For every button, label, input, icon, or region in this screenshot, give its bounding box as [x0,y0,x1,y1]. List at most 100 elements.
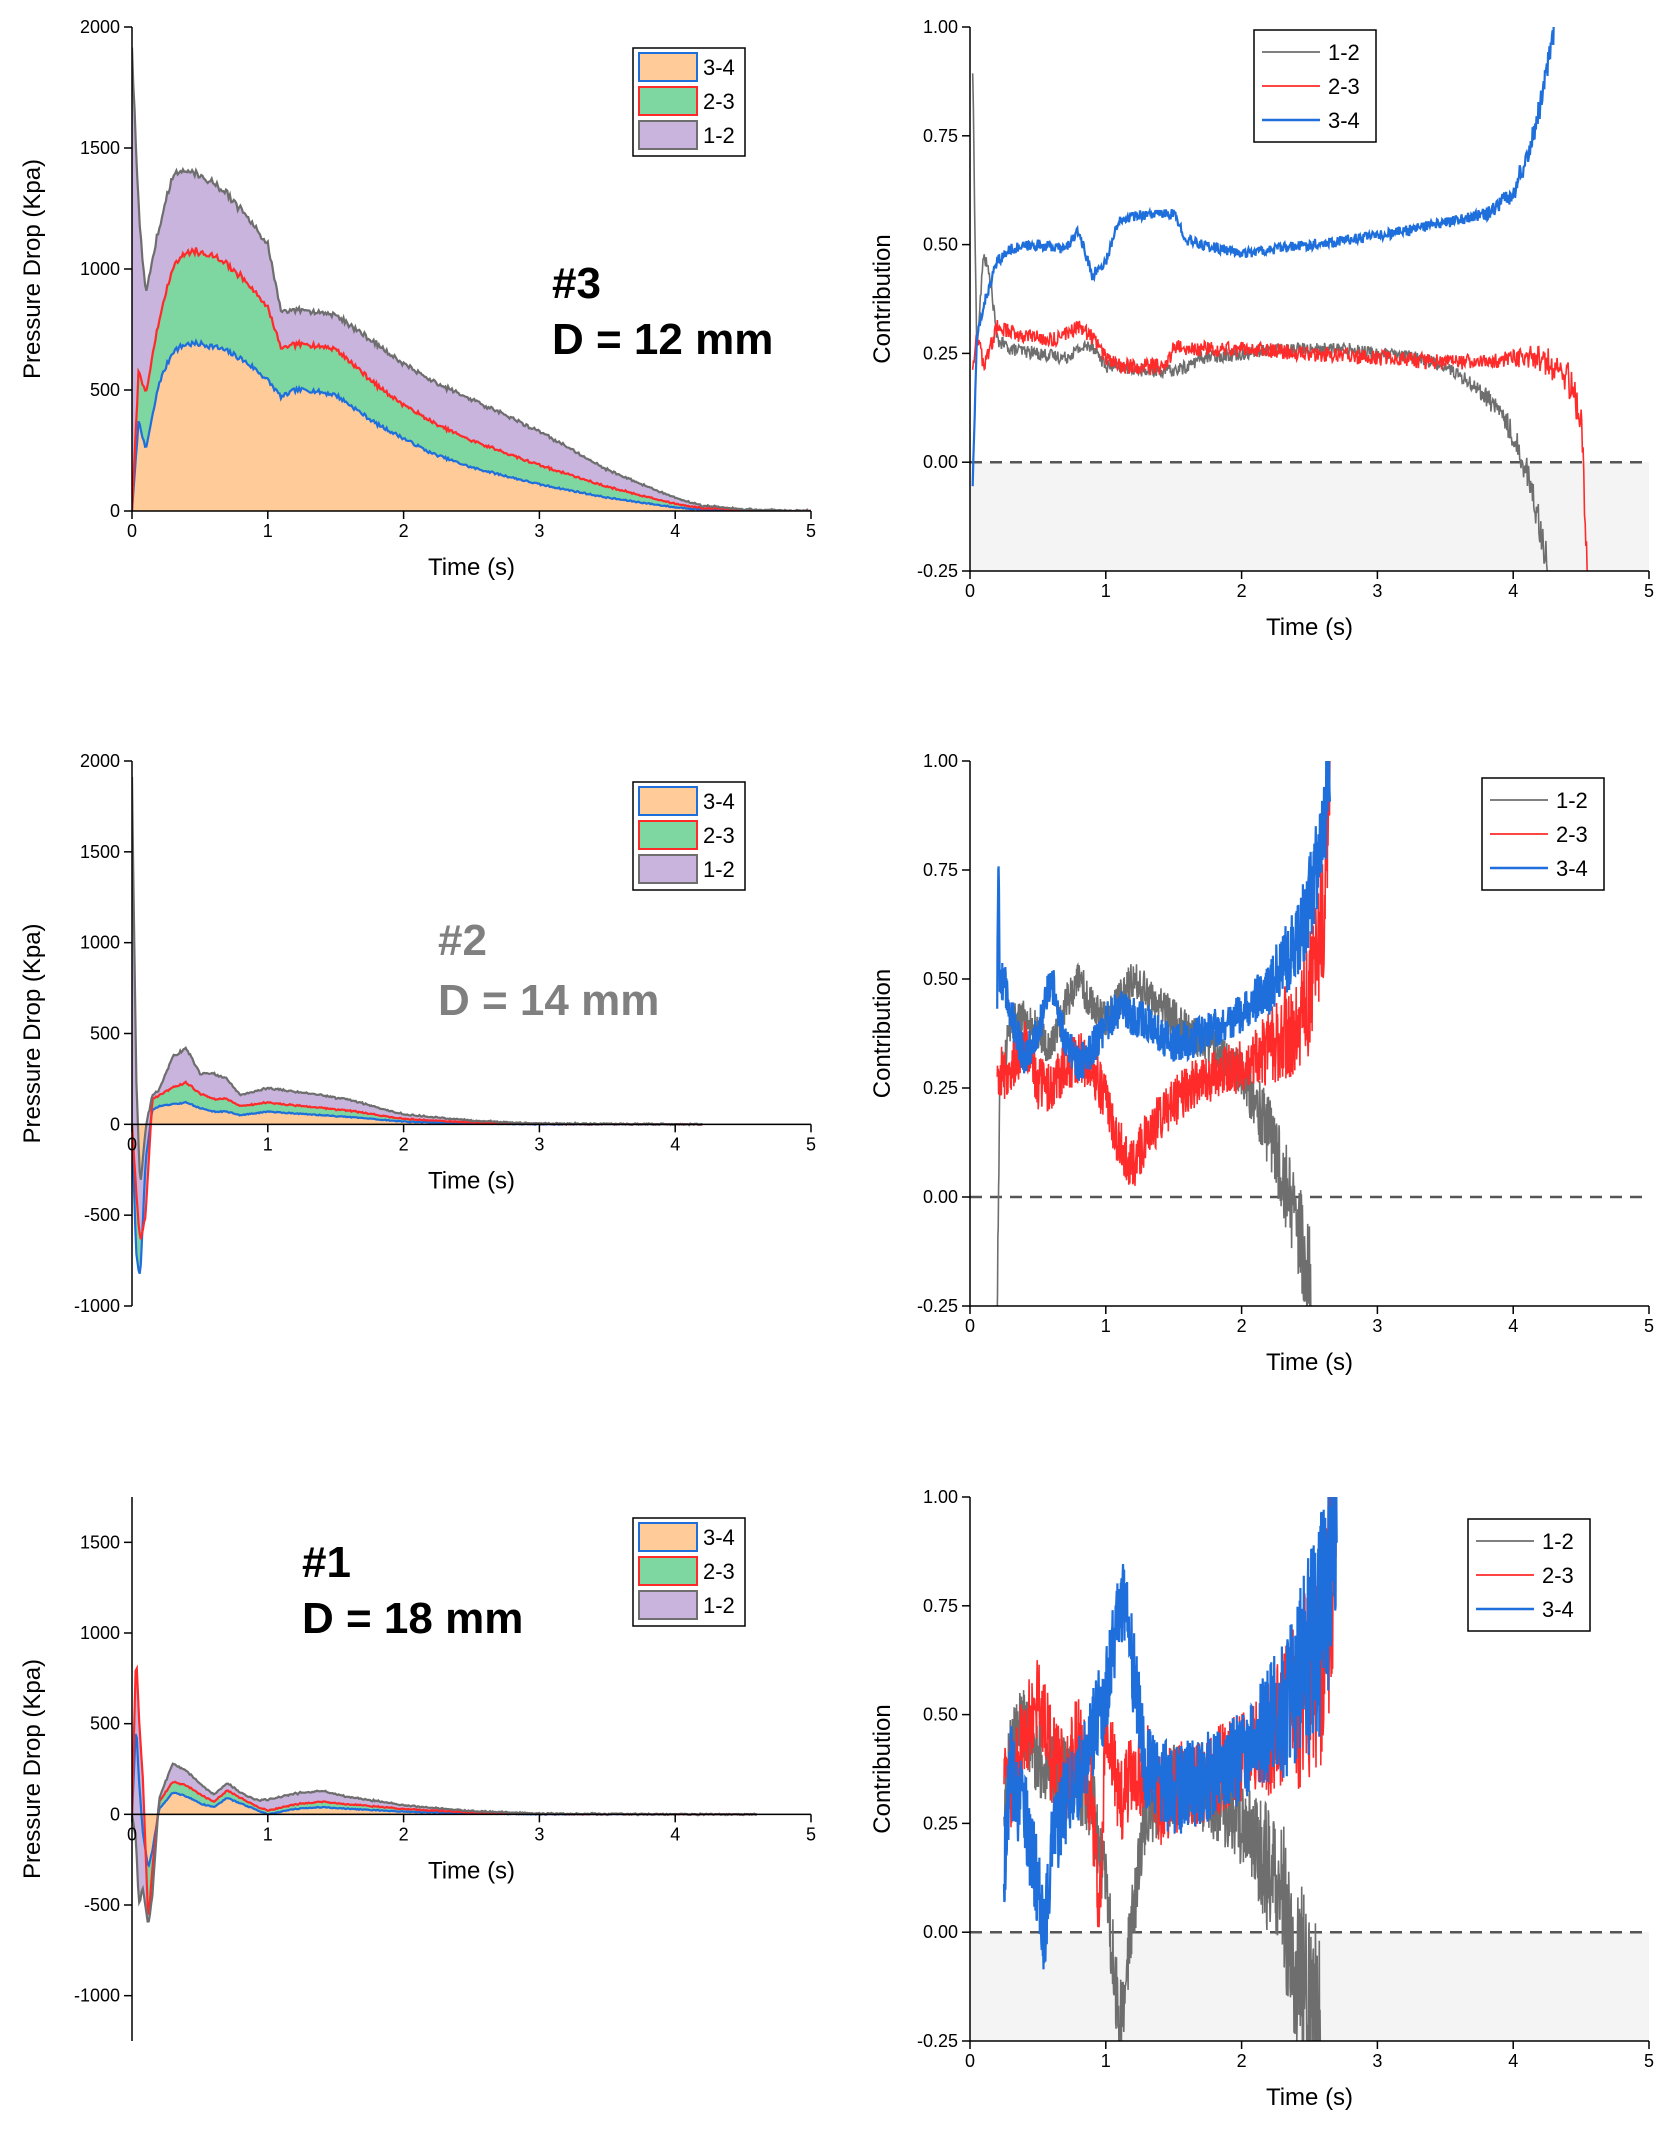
p3-pressure-y-tick-label: 1000 [80,259,120,279]
p2-pressure-x-axis-label: Time (s) [428,1167,515,1194]
p2-contribution-y-tick-label: -0.25 [917,1296,958,1316]
p3-contribution-legend-label: 2-3 [1328,74,1360,99]
p3-pressure-legend-swatch-2-3 [638,86,698,116]
p2-contribution-plot-area [970,761,1649,1306]
p1-contribution-y-tick-label: 0.75 [923,1596,958,1616]
p2-pressure-y-axis-label: Pressure Drop (Kpa) [19,923,46,1143]
p3-pressure-legend: 3-4 2-3 1-2 [632,47,746,157]
p1-contribution-legend: 1-2 2-3 3-4 [1467,1518,1591,1632]
p2-pressure-line-1-2 [132,776,703,1180]
p3-contribution-y-tick-label: 1.00 [923,17,958,37]
p2-contribution-x-tick-label: 0 [965,1316,975,1336]
p2-contribution-x-tick-label: 1 [1101,1316,1111,1336]
p2-contribution-series-2-3 [996,761,1331,1186]
p2-contribution-x-tick-label: 4 [1508,1316,1518,1336]
p2-contribution-y-tick-label: 0.50 [923,969,958,989]
p1-contribution-x-tick-label: 4 [1508,2051,1518,2071]
p1-pressure-y-tick-label: -500 [84,1895,120,1915]
p1-pressure-x-axis-label: Time (s) [428,1857,515,1884]
p3-pressure-area-1-2 [132,47,811,511]
p3-contribution-y-tick-label: 0.25 [923,343,958,363]
p2-pressure-legend-swatch-1-2 [638,854,698,884]
p3-pressure-annotation-line-1: #3 [552,259,601,308]
p3-contribution-x-tick-label: 4 [1508,581,1518,601]
p3-pressure-y-tick-label: 2000 [80,17,120,37]
p2-pressure-annotation-line-2: D = 14 mm [438,976,659,1025]
p3-pressure-legend-label: 3-4 [703,55,735,80]
p3-contribution-series-1-2 [971,73,1548,571]
p2-pressure-annotation-line-1: #2 [438,916,487,965]
p2-contribution-y-tick-label: 1.00 [923,751,958,771]
p1-pressure-x-tick-label: 2 [399,1824,409,1844]
p1-pressure-annotation-line-1: #1 [302,1538,351,1587]
p3-contribution-series-3-4 [971,27,1555,487]
p1-pressure-y-tick-label: 1000 [80,1623,120,1643]
p2-contribution-x-tick-label: 3 [1372,1316,1382,1336]
p1-contribution-y-tick-label: -0.25 [917,2031,958,2051]
p1-contribution-y-tick-label: 0.00 [923,1922,958,1942]
p3-pressure-chart: 0 1 2 3 4 5 0 500 1000 1500 2000 Time (s) Pressure D… [19,17,816,581]
p2-pressure-area-2-3 [132,1081,703,1274]
p2-contribution-series-3-4 [996,761,1331,1081]
p2-contribution-series-1-2 [996,961,1312,1306]
p3-pressure-x-tick-label: 3 [534,521,544,541]
p2-pressure-legend: 3-4 2-3 1-2 [632,781,746,891]
p1-pressure-legend-swatch-2-3 [638,1556,698,1586]
p2-pressure-x-tick-label: 2 [399,1134,409,1154]
p1-contribution-x-tick-label: 5 [1644,2051,1654,2071]
p3-contribution-y-axis-label: Contribution [869,234,896,363]
p2-contribution-x-tick-label: 2 [1237,1316,1247,1336]
p2-pressure-legend-label: 2-3 [703,823,735,848]
p1-pressure-x-tick-label: 5 [806,1824,816,1844]
p2-pressure-y-tick-label: 1000 [80,933,120,953]
p2-pressure-y-tick-label: 2000 [80,751,120,771]
p3-pressure-legend-label: 2-3 [703,89,735,114]
p2-contribution-y-tick-label: 0.00 [923,1187,958,1207]
p3-pressure-y-tick-label: 500 [90,380,120,400]
p2-contribution-legend: 1-2 2-3 3-4 [1481,777,1605,891]
p1-contribution-chart: 0 1 2 3 4 5 -0.25 0.00 0.25 0.50 0.75 1.00 Time (s) C… [869,1487,1654,2111]
p3-contribution-y-tick-label: 0.75 [923,126,958,146]
p1-contribution-legend-label: 1-2 [1542,1529,1574,1554]
p3-pressure-area-2-3 [132,247,811,511]
p2-contribution-legend-label: 1-2 [1556,788,1588,813]
p1-contribution-y-axis-label: Contribution [869,1704,896,1833]
p1-pressure-legend-label: 3-4 [703,1525,735,1550]
p3-pressure-x-tick-label: 4 [670,521,680,541]
p1-contribution-legend-label: 2-3 [1542,1563,1574,1588]
p3-contribution-x-tick-label: 0 [965,581,975,601]
p3-pressure-annotation-line-2: D = 12 mm [552,315,773,364]
p3-pressure-area-3-4 [132,341,811,511]
p1-pressure-chart: 0 1 2 3 4 5 -1000 -500 0 500 1000 1500 Time (s) Press… [19,1497,816,2041]
p3-contribution-legend-label: 3-4 [1328,108,1360,133]
p1-pressure-annotation-line-2: D = 18 mm [302,1594,523,1643]
p3-contribution-chart: 0 1 2 3 4 5 -0.25 0.00 0.25 0.50 0.75 1.00 Time (s) C… [869,17,1654,641]
p2-pressure-y-tick-label: -1000 [74,1296,120,1316]
p2-pressure-legend-swatch-2-3 [638,820,698,850]
p1-pressure-y-tick-label: -1000 [74,1986,120,2006]
p3-pressure-x-tick-label: 0 [127,521,137,541]
p1-pressure-x-tick-label: 0 [127,1824,137,1844]
p2-pressure-legend-swatch-3-4 [638,786,698,816]
p2-pressure-x-tick-label: 4 [670,1134,680,1154]
p1-contribution-x-axis-label: Time (s) [1266,2084,1353,2111]
p3-pressure-line-3-4 [132,338,811,511]
p1-pressure-y-tick-label: 0 [110,1804,120,1824]
p1-contribution-x-tick-label: 1 [1101,2051,1111,2071]
p2-pressure-y-tick-label: 500 [90,1024,120,1044]
p3-contribution-x-tick-label: 5 [1644,581,1654,601]
p2-pressure-line-3-4 [132,1100,703,1275]
p3-pressure-legend-swatch-1-2 [638,120,698,150]
p3-pressure-x-axis-label: Time (s) [428,554,515,581]
p3-pressure-y-axis-label: Pressure Drop (Kpa) [19,159,46,379]
p3-pressure-x-tick-label: 5 [806,521,816,541]
p3-pressure-line-1-2 [132,47,811,511]
p1-pressure-x-tick-label: 3 [534,1824,544,1844]
p2-contribution-chart: 0 1 2 3 4 5 -0.25 0.00 0.25 0.50 0.75 1.00 Time (s) C… [869,751,1654,1376]
p2-contribution-y-tick-label: 0.25 [923,1078,958,1098]
p3-contribution-x-tick-label: 1 [1101,581,1111,601]
p1-contribution-y-tick-label: 0.25 [923,1813,958,1833]
p2-pressure-chart: 0 1 2 3 4 5 -1000 -500 0 500 1000 1500 2000 Time (s) P… [19,751,816,1316]
p3-pressure-plot-area [132,47,811,511]
